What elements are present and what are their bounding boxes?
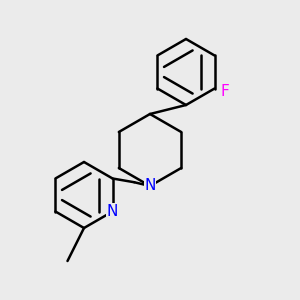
Text: N: N	[144, 178, 156, 194]
Text: N: N	[107, 204, 118, 219]
Text: F: F	[221, 84, 230, 99]
